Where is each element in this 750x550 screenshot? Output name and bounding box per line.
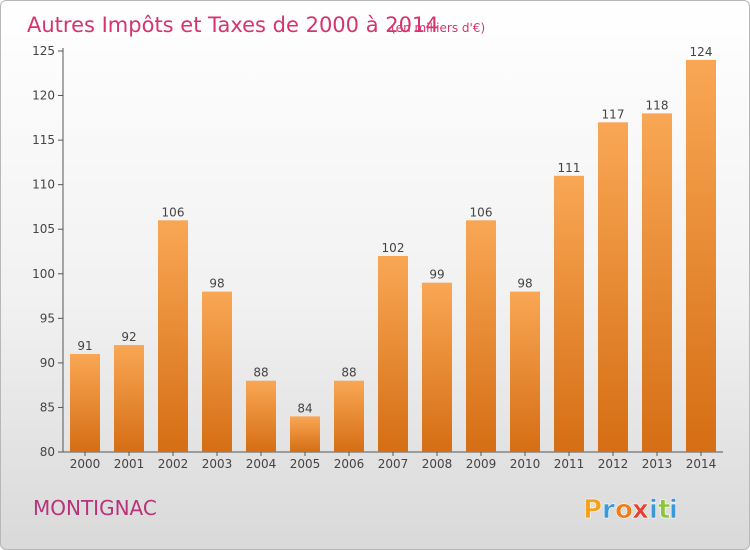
y-tick-label: 80 bbox=[40, 445, 55, 459]
bar-value-label: 98 bbox=[209, 277, 224, 291]
bar-2007 bbox=[378, 255, 408, 452]
x-tick-label: 2001 bbox=[114, 457, 145, 471]
bar-value-label: 106 bbox=[162, 205, 185, 219]
bar-value-label: 117 bbox=[602, 107, 625, 121]
bar-2008 bbox=[422, 282, 452, 452]
y-tick-label: 125 bbox=[32, 44, 55, 58]
bar-2010 bbox=[510, 291, 540, 452]
bar-2004 bbox=[246, 380, 276, 452]
bar-2001 bbox=[114, 345, 144, 452]
x-tick-label: 2012 bbox=[598, 457, 629, 471]
logo-letter: i bbox=[669, 495, 678, 525]
bar-value-label: 88 bbox=[253, 366, 268, 380]
bars bbox=[70, 59, 716, 453]
bar-2013 bbox=[642, 113, 672, 452]
y-tick-label: 85 bbox=[40, 400, 55, 414]
x-tick-label: 2003 bbox=[202, 457, 233, 471]
x-tick-label: 2011 bbox=[554, 457, 585, 471]
y-tick-label: 115 bbox=[32, 133, 55, 147]
chart-subtitle: (en milliers d'€) bbox=[391, 21, 485, 35]
bar-labels: 91 92 106 98 88 84 88 102 99 106 98 111 117 118 124 bbox=[77, 45, 712, 415]
x-tick-label: 2006 bbox=[334, 457, 365, 471]
logo-letter: x bbox=[632, 495, 649, 525]
bar-value-label: 99 bbox=[429, 268, 444, 282]
x-tick-label: 2007 bbox=[378, 457, 409, 471]
x-tick-label: 2010 bbox=[510, 457, 541, 471]
y-tick-label: 120 bbox=[32, 89, 55, 103]
bar-2009 bbox=[466, 220, 496, 452]
bar-2006 bbox=[334, 380, 364, 452]
bar-value-label: 106 bbox=[470, 205, 493, 219]
bar-2002 bbox=[158, 220, 188, 452]
logo-letter: t bbox=[658, 495, 670, 525]
bar-2003 bbox=[202, 291, 232, 452]
x-tick-label: 2004 bbox=[246, 457, 277, 471]
logo-letter: r bbox=[602, 495, 615, 525]
bar-value-label: 111 bbox=[558, 161, 581, 175]
bar-value-label: 84 bbox=[297, 401, 312, 415]
bar-2011 bbox=[554, 175, 584, 452]
bar-value-label: 118 bbox=[646, 98, 669, 112]
y-axis: 80 85 90 95 100 105 110 115 120 125 bbox=[32, 44, 64, 459]
x-tick-label: 2000 bbox=[70, 457, 101, 471]
x-tick-label: 2013 bbox=[642, 457, 673, 471]
bar-value-label: 88 bbox=[341, 366, 356, 380]
x-tick-label: 2009 bbox=[466, 457, 497, 471]
city-name: MONTIGNAC bbox=[33, 496, 157, 520]
x-tick-label: 2014 bbox=[686, 457, 717, 471]
chart-title: Autres Impôts et Taxes de 2000 à 2014 bbox=[27, 13, 439, 37]
x-tick-label: 2008 bbox=[422, 457, 453, 471]
y-tick-label: 90 bbox=[40, 356, 55, 370]
bar-2014 bbox=[686, 59, 716, 453]
bar-value-label: 98 bbox=[517, 277, 532, 291]
y-tick-label: 110 bbox=[32, 178, 55, 192]
x-axis: 2000 2001 2002 2003 2004 2005 2006 2007 2008 2009… bbox=[63, 451, 723, 471]
x-tick-label: 2005 bbox=[290, 457, 321, 471]
x-tick-label: 2002 bbox=[158, 457, 189, 471]
y-tick-label: 100 bbox=[32, 267, 55, 281]
logo-letter: i bbox=[649, 495, 658, 525]
bar-value-label: 92 bbox=[121, 330, 136, 344]
y-tick-label: 105 bbox=[32, 222, 55, 236]
y-tick-label: 95 bbox=[40, 311, 55, 325]
logo-letter: P bbox=[583, 495, 602, 525]
bar-2000 bbox=[70, 353, 100, 452]
bar-2012 bbox=[598, 122, 628, 453]
bar-value-label: 102 bbox=[382, 241, 405, 255]
bar-value-label: 124 bbox=[690, 45, 713, 59]
bar-value-label: 91 bbox=[77, 339, 92, 353]
logo-letter: o bbox=[615, 495, 633, 525]
bar-2005 bbox=[290, 416, 320, 452]
